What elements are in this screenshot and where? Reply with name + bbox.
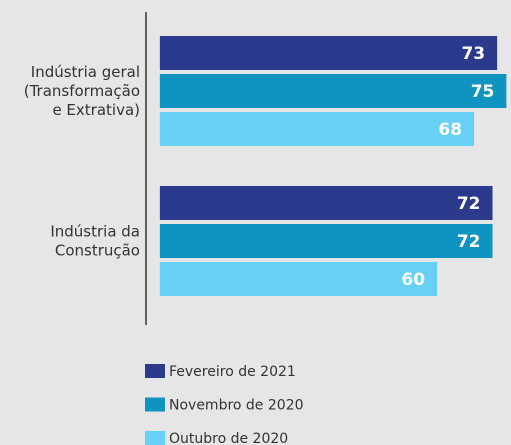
category-label: Indústria da Construção [50, 222, 140, 259]
value-label: 72 [457, 232, 481, 252]
legend-label: Fevereiro de 2021 [169, 364, 296, 380]
legend-swatch [145, 431, 165, 445]
category-line: Indústria geral [31, 63, 140, 81]
value-label: 73 [461, 44, 485, 64]
bar [159, 224, 493, 258]
category-label: Indústria geral (Transformação e Extrativa… [24, 63, 140, 119]
category-line: Construção [55, 241, 140, 259]
legend-label: Novembro de 2020 [169, 398, 304, 414]
bar [159, 112, 475, 146]
legend-label: Outubro de 2020 [169, 431, 288, 445]
bar [159, 262, 438, 296]
category-line: (Transformação [24, 82, 140, 100]
bar [159, 36, 498, 70]
value-label: 68 [438, 120, 462, 140]
category-line: e Extrativa) [52, 101, 140, 119]
bar [159, 186, 493, 220]
bar [159, 74, 507, 108]
value-label: 75 [471, 82, 495, 102]
legend-swatch [145, 364, 165, 378]
value-label: 60 [401, 270, 425, 290]
value-label: 72 [457, 194, 481, 214]
legend-swatch [145, 397, 165, 412]
category-line: Indústria da [50, 222, 140, 240]
